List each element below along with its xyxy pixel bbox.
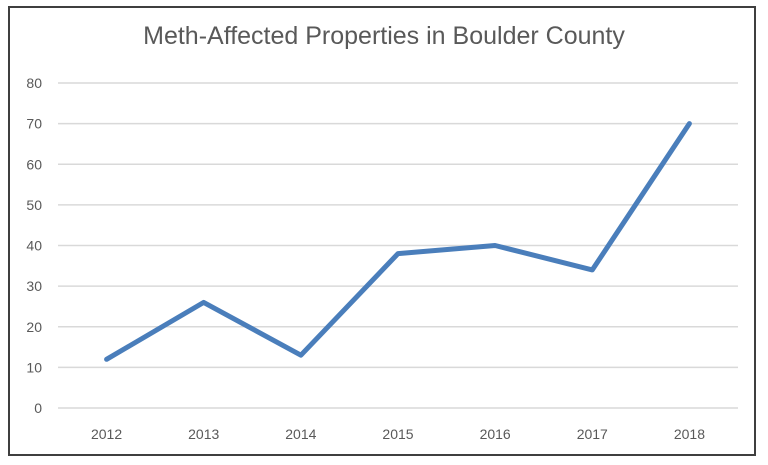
x-tick-label: 2017: [577, 426, 608, 442]
y-tick-label: 40: [26, 238, 42, 254]
y-tick-label: 20: [26, 319, 42, 335]
chart-frame: [8, 6, 756, 456]
gridlines: [58, 82, 738, 409]
x-axis-ticks: 2012 2013 2014 2015 2016 2017 2018: [91, 426, 705, 442]
data-series-line: [104, 121, 692, 362]
y-axis-ticks: 0 10 20 30 40 50 60 70 80: [26, 75, 42, 416]
y-tick-label: 80: [26, 75, 42, 91]
chart-title: Meth-Affected Properties in Boulder Coun…: [143, 22, 625, 50]
y-tick-label: 10: [26, 359, 42, 375]
y-tick-label: 30: [26, 278, 42, 294]
y-tick-label: 60: [26, 156, 42, 172]
y-tick-label: 0: [34, 400, 42, 416]
x-tick-label: 2012: [91, 426, 122, 442]
y-tick-label: 70: [26, 116, 42, 132]
x-tick-label: 2014: [285, 426, 316, 442]
x-tick-label: 2015: [382, 426, 413, 442]
x-tick-label: 2013: [188, 426, 219, 442]
x-tick-label: 2016: [480, 426, 511, 442]
x-tick-label: 2018: [674, 426, 705, 442]
y-tick-label: 50: [26, 197, 42, 213]
